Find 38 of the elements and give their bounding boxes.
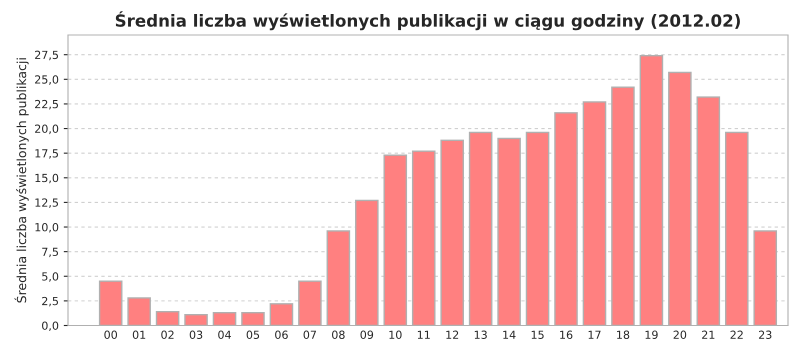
y-tick-label: 20,0 xyxy=(35,124,58,134)
y-tick-label: 7,5 xyxy=(42,248,58,258)
chart-title: Średnia liczba wyświetlonych publikacji w ciągu godziny (2012.02) xyxy=(116,11,740,30)
y-tick-label: 25,0 xyxy=(35,75,58,85)
x-tick-label: 21 xyxy=(702,330,714,339)
y-tick-label: 15,0 xyxy=(35,174,58,184)
y-tick-label: 12,5 xyxy=(35,198,58,208)
y-tick-label: 17,5 xyxy=(35,149,58,159)
x-tick-label: 15 xyxy=(532,330,544,339)
y-tick-label: 2,5 xyxy=(42,296,58,306)
x-tick-label: 06 xyxy=(275,330,288,339)
x-tick-label: 02 xyxy=(161,330,174,339)
x-tick-label: 17 xyxy=(588,330,601,339)
x-tick-label: 04 xyxy=(218,330,231,339)
x-tick-label: 12 xyxy=(446,330,458,339)
x-tick-label: 07 xyxy=(304,330,316,339)
x-tick-label: 10 xyxy=(389,330,402,339)
x-tick-label: 11 xyxy=(418,330,430,339)
y-tick-label: 27,5 xyxy=(35,50,58,60)
x-tick-label: 16 xyxy=(560,330,572,339)
x-tick-label: 18 xyxy=(617,330,630,339)
x-tick-label: 23 xyxy=(758,330,772,339)
x-tick-label: 13 xyxy=(474,330,487,339)
x-tick-label: 14 xyxy=(503,330,516,339)
x-tick-label: 09 xyxy=(360,330,374,339)
y-tick-label: 10,0 xyxy=(35,223,58,233)
x-tick-label: 00 xyxy=(104,330,118,339)
y-tick-label: 0,0 xyxy=(42,321,58,332)
x-tick-label: 08 xyxy=(332,330,345,339)
y-tick-label: 5,0 xyxy=(42,272,58,282)
x-tick-label: 20 xyxy=(674,330,686,339)
x-tick-label: 01 xyxy=(132,330,146,339)
y-tick-label: 22,5 xyxy=(35,100,58,110)
x-tick-label: 03 xyxy=(190,330,202,339)
x-tick-label: 19 xyxy=(646,330,658,339)
x-tick-label: 22 xyxy=(730,330,743,339)
x-tick-label: 05 xyxy=(246,330,260,339)
y-axis-title: Średnia liczba wyświetlonych publikacji xyxy=(14,58,29,303)
